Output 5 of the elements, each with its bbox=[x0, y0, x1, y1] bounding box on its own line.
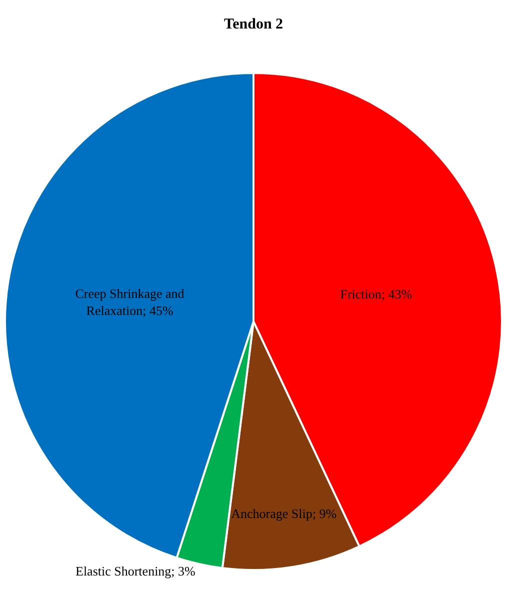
slice-label: Creep Shrinkage and Relaxation; 45% bbox=[75, 286, 185, 318]
slice-label: Elastic Shortening; 3% bbox=[76, 564, 196, 579]
slice-label: Friction; 43% bbox=[340, 286, 412, 302]
slice-label: Anchorage Slip; 9% bbox=[231, 506, 337, 521]
chart-title: Tendon 2 bbox=[224, 16, 284, 33]
